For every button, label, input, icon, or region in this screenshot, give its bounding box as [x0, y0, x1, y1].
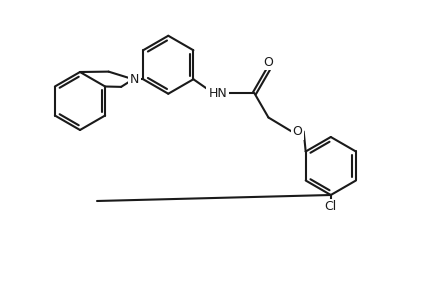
Text: O: O [293, 125, 303, 138]
Text: O: O [264, 56, 273, 68]
Text: HN: HN [208, 87, 227, 100]
Text: Cl: Cl [325, 200, 337, 213]
Text: N: N [129, 73, 139, 86]
